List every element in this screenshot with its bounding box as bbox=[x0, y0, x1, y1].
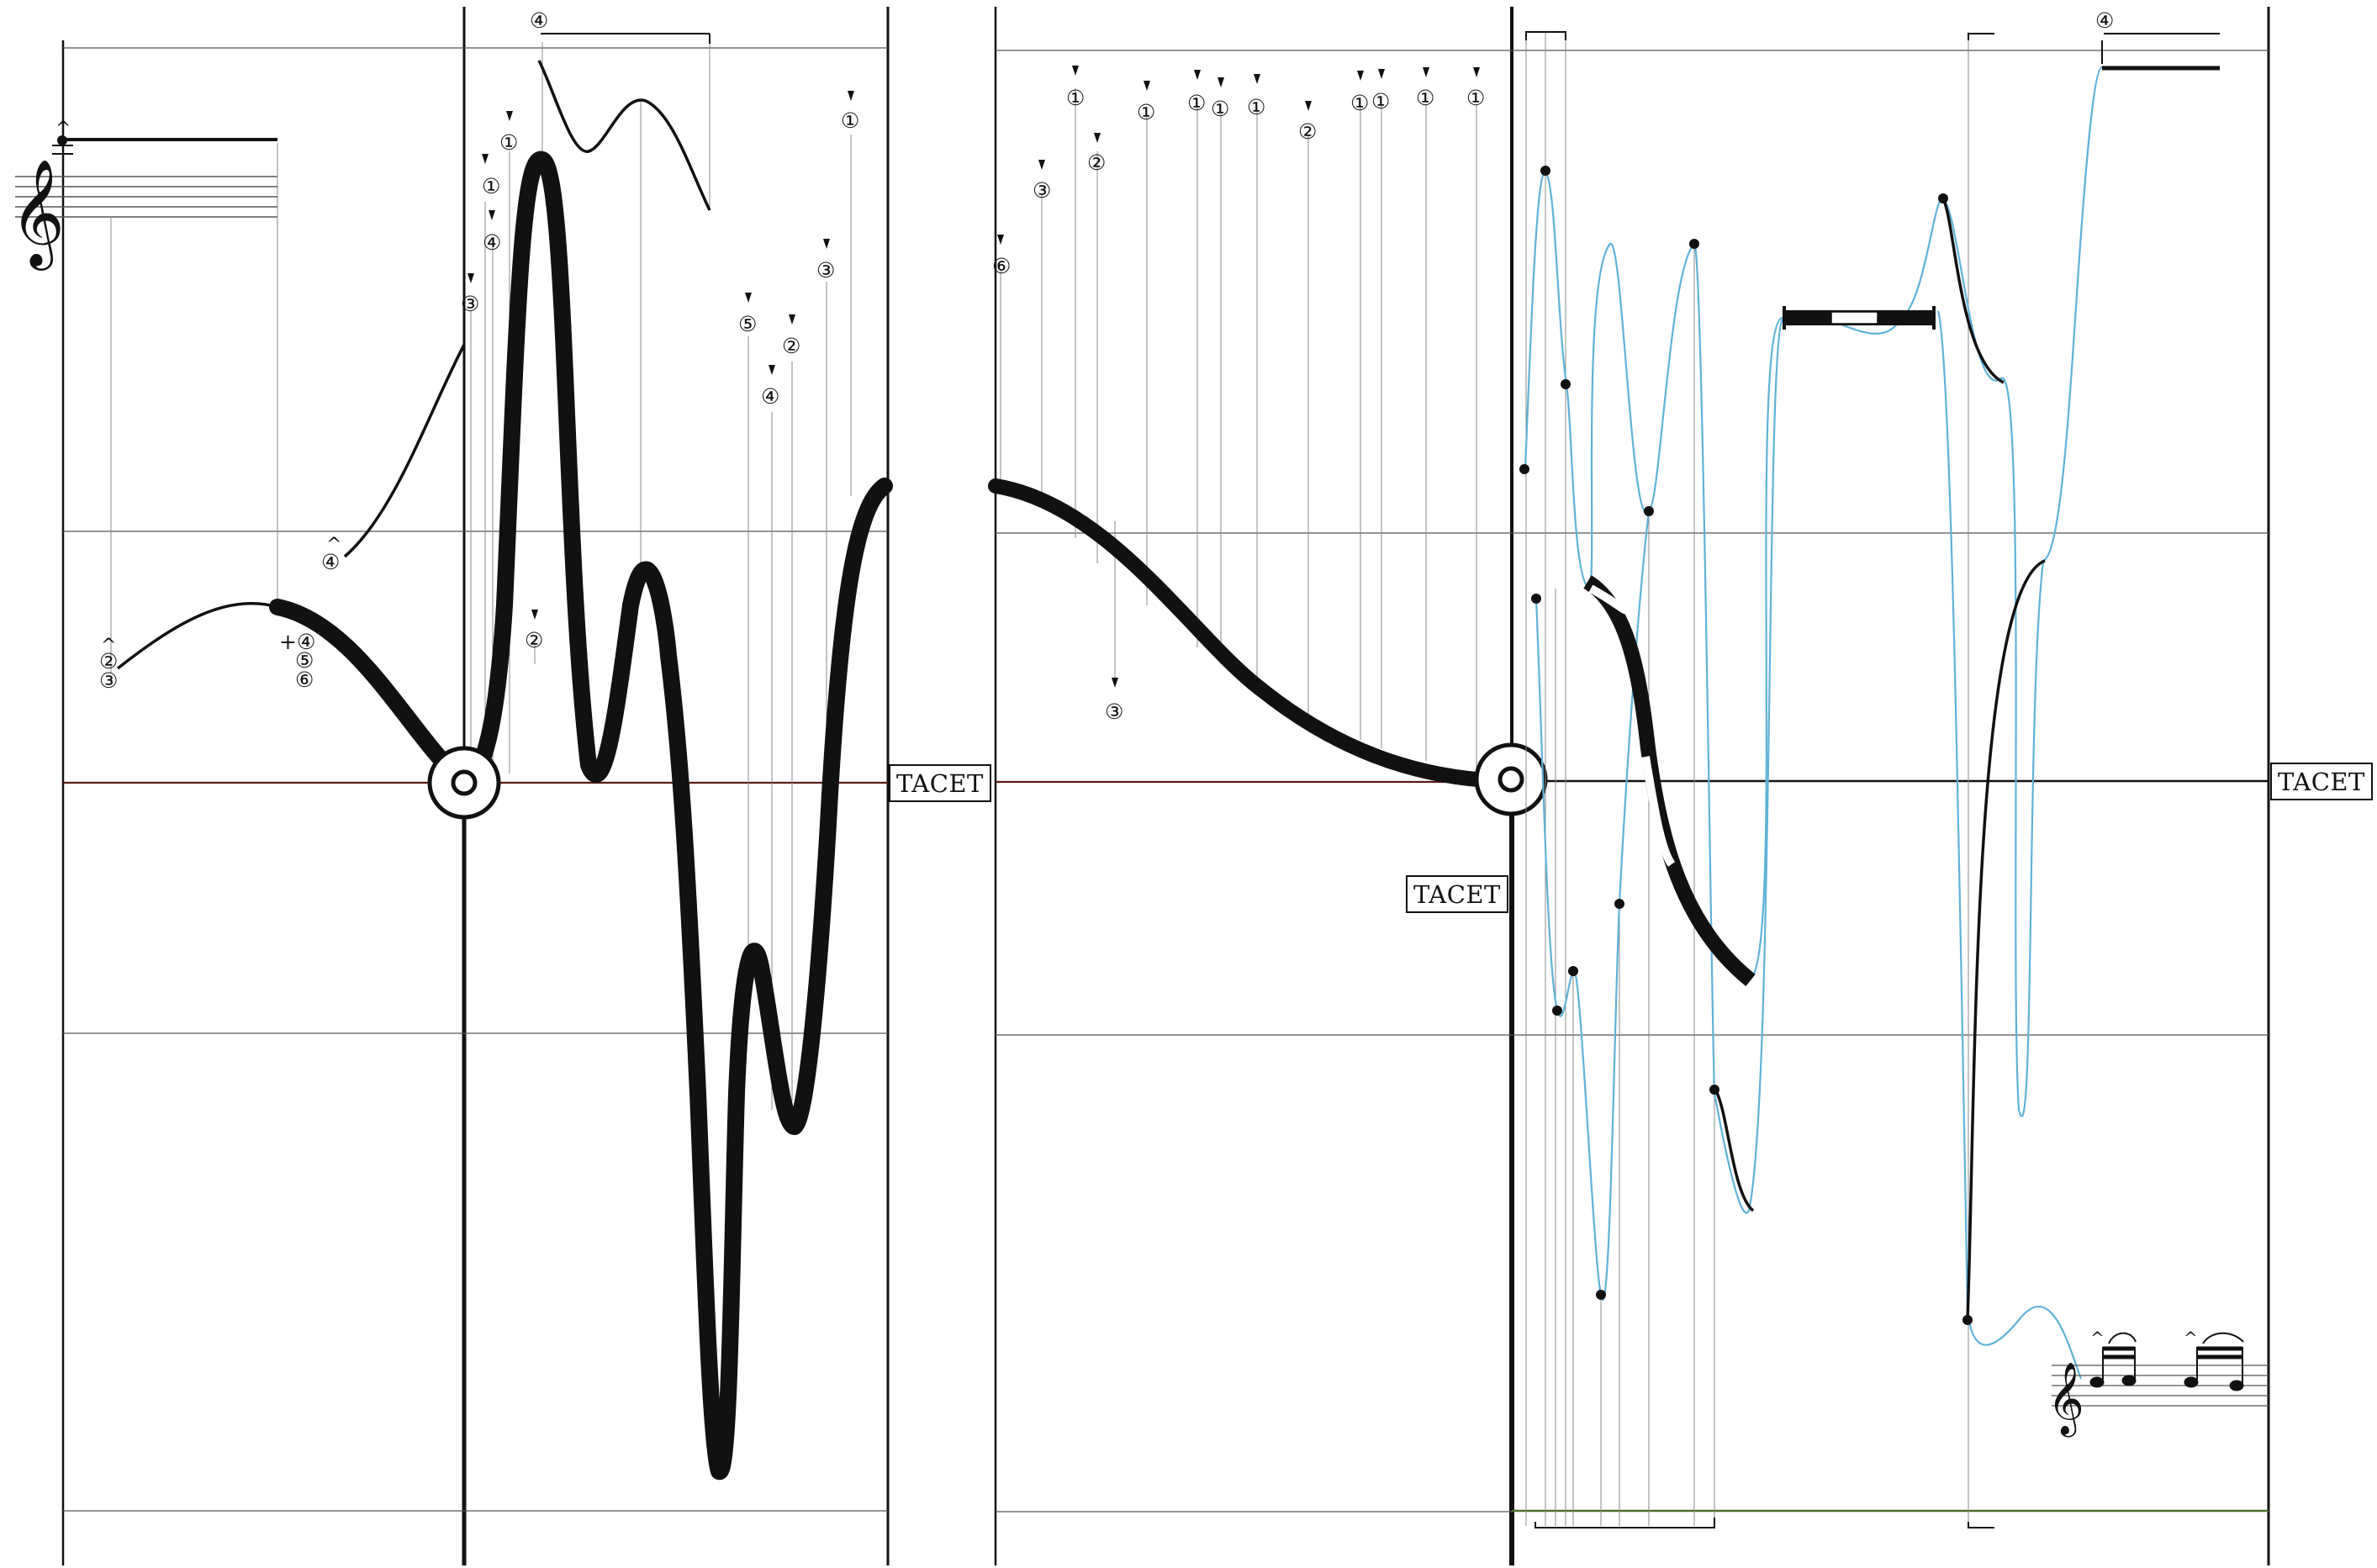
brackets-far-right bbox=[1525, 31, 1994, 1528]
grid-lines bbox=[63, 47, 2269, 1513]
svg-text:③: ③ bbox=[816, 258, 835, 282]
top-bracket-left bbox=[541, 33, 710, 44]
heavy-barlines bbox=[462, 780, 1514, 1565]
center-axis bbox=[63, 779, 2269, 1513]
svg-text:④: ④ bbox=[483, 230, 501, 255]
bow-segment-vertical bbox=[1583, 575, 1756, 987]
origin-circle-right bbox=[1474, 742, 1548, 816]
svg-text:③: ③ bbox=[461, 292, 479, 316]
marker-arrows-right bbox=[997, 66, 1480, 688]
svg-text:①: ① bbox=[1137, 100, 1155, 124]
svg-text:③: ③ bbox=[99, 668, 118, 693]
svg-text:+④: +④ bbox=[279, 630, 315, 654]
svg-text:^: ^ bbox=[2090, 1328, 2105, 1348]
svg-text:①: ① bbox=[1350, 91, 1369, 115]
svg-text:^: ^ bbox=[2184, 1328, 2198, 1348]
svg-text:^: ^ bbox=[101, 636, 116, 657]
annotations-right: ⑥ ③ ① ② ③ ① ① ① ① ② ① ① ① ① bbox=[992, 86, 1485, 724]
guide-lines-left bbox=[110, 34, 852, 1110]
tacet-label-right: TACET bbox=[2270, 763, 2373, 800]
blue-curve-mid bbox=[1752, 310, 2083, 1380]
svg-text:①: ① bbox=[841, 108, 859, 133]
svg-text:④: ④ bbox=[530, 8, 548, 33]
svg-text:^: ^ bbox=[55, 119, 71, 140]
black-phrases-far-right bbox=[1714, 198, 2046, 1321]
frame-lines bbox=[61, 7, 2270, 1565]
svg-text:①: ① bbox=[1371, 89, 1390, 114]
top-right-marker: ④ bbox=[2095, 8, 2220, 71]
treble-clef-small-icon: 𝄞 bbox=[2047, 1362, 2084, 1438]
svg-text:②: ② bbox=[525, 628, 543, 652]
svg-text:②: ② bbox=[1087, 150, 1106, 175]
svg-text:^: ^ bbox=[326, 535, 341, 556]
blue-curve bbox=[1524, 66, 2103, 1214]
svg-text:①: ① bbox=[1211, 97, 1229, 121]
tacet-label-left: TACET bbox=[889, 764, 991, 802]
svg-text:④: ④ bbox=[761, 384, 779, 409]
origin-circle-left bbox=[427, 746, 501, 820]
svg-text:①: ① bbox=[1466, 86, 1485, 110]
ledger-note-top-left: ^ bbox=[52, 119, 277, 155]
annotations-left: ^ ② ③ +④ ⑤ ⑥ ^ ④ ④ ③ ① ④ ① ② ⑤ ④ ② ③ ① bbox=[99, 8, 859, 693]
staff-left bbox=[15, 176, 277, 218]
svg-text:⑥: ⑥ bbox=[992, 254, 1011, 278]
marker-arrows-left bbox=[467, 91, 854, 620]
guide-lines-far-right bbox=[1525, 32, 1969, 1526]
treble-clef-icon: 𝄞 bbox=[10, 158, 65, 271]
main-wave-left bbox=[269, 150, 893, 1481]
blue-curve-lower bbox=[1534, 510, 1651, 1301]
svg-text:⑤: ⑤ bbox=[295, 648, 314, 673]
staff-bottom-right bbox=[2052, 1365, 2269, 1407]
svg-text:①: ① bbox=[499, 130, 518, 155]
svg-text:①: ① bbox=[1247, 95, 1265, 119]
svg-text:①: ① bbox=[1066, 86, 1085, 110]
svg-text:①: ① bbox=[482, 174, 500, 198]
svg-text:③: ③ bbox=[1033, 178, 1051, 203]
small-notes-bottom-right: ^ ^ bbox=[2089, 1328, 2244, 1391]
svg-text:④: ④ bbox=[2095, 8, 2114, 33]
note-dots bbox=[1519, 166, 1973, 1325]
svg-text:②: ② bbox=[99, 649, 118, 673]
svg-text:①: ① bbox=[1416, 86, 1434, 110]
bow-segment-horizontal bbox=[1783, 306, 1936, 330]
tacet-label-center: TACET bbox=[1406, 875, 1508, 913]
svg-text:②: ② bbox=[782, 334, 800, 358]
svg-text:③: ③ bbox=[1105, 700, 1123, 724]
svg-text:⑥: ⑥ bbox=[295, 668, 314, 692]
svg-text:⑤: ⑤ bbox=[738, 312, 757, 336]
svg-text:②: ② bbox=[1298, 119, 1317, 144]
svg-text:④: ④ bbox=[321, 550, 340, 574]
thin-curves-left bbox=[116, 60, 711, 670]
svg-text:①: ① bbox=[1187, 91, 1206, 115]
main-wave-right bbox=[988, 478, 1518, 789]
